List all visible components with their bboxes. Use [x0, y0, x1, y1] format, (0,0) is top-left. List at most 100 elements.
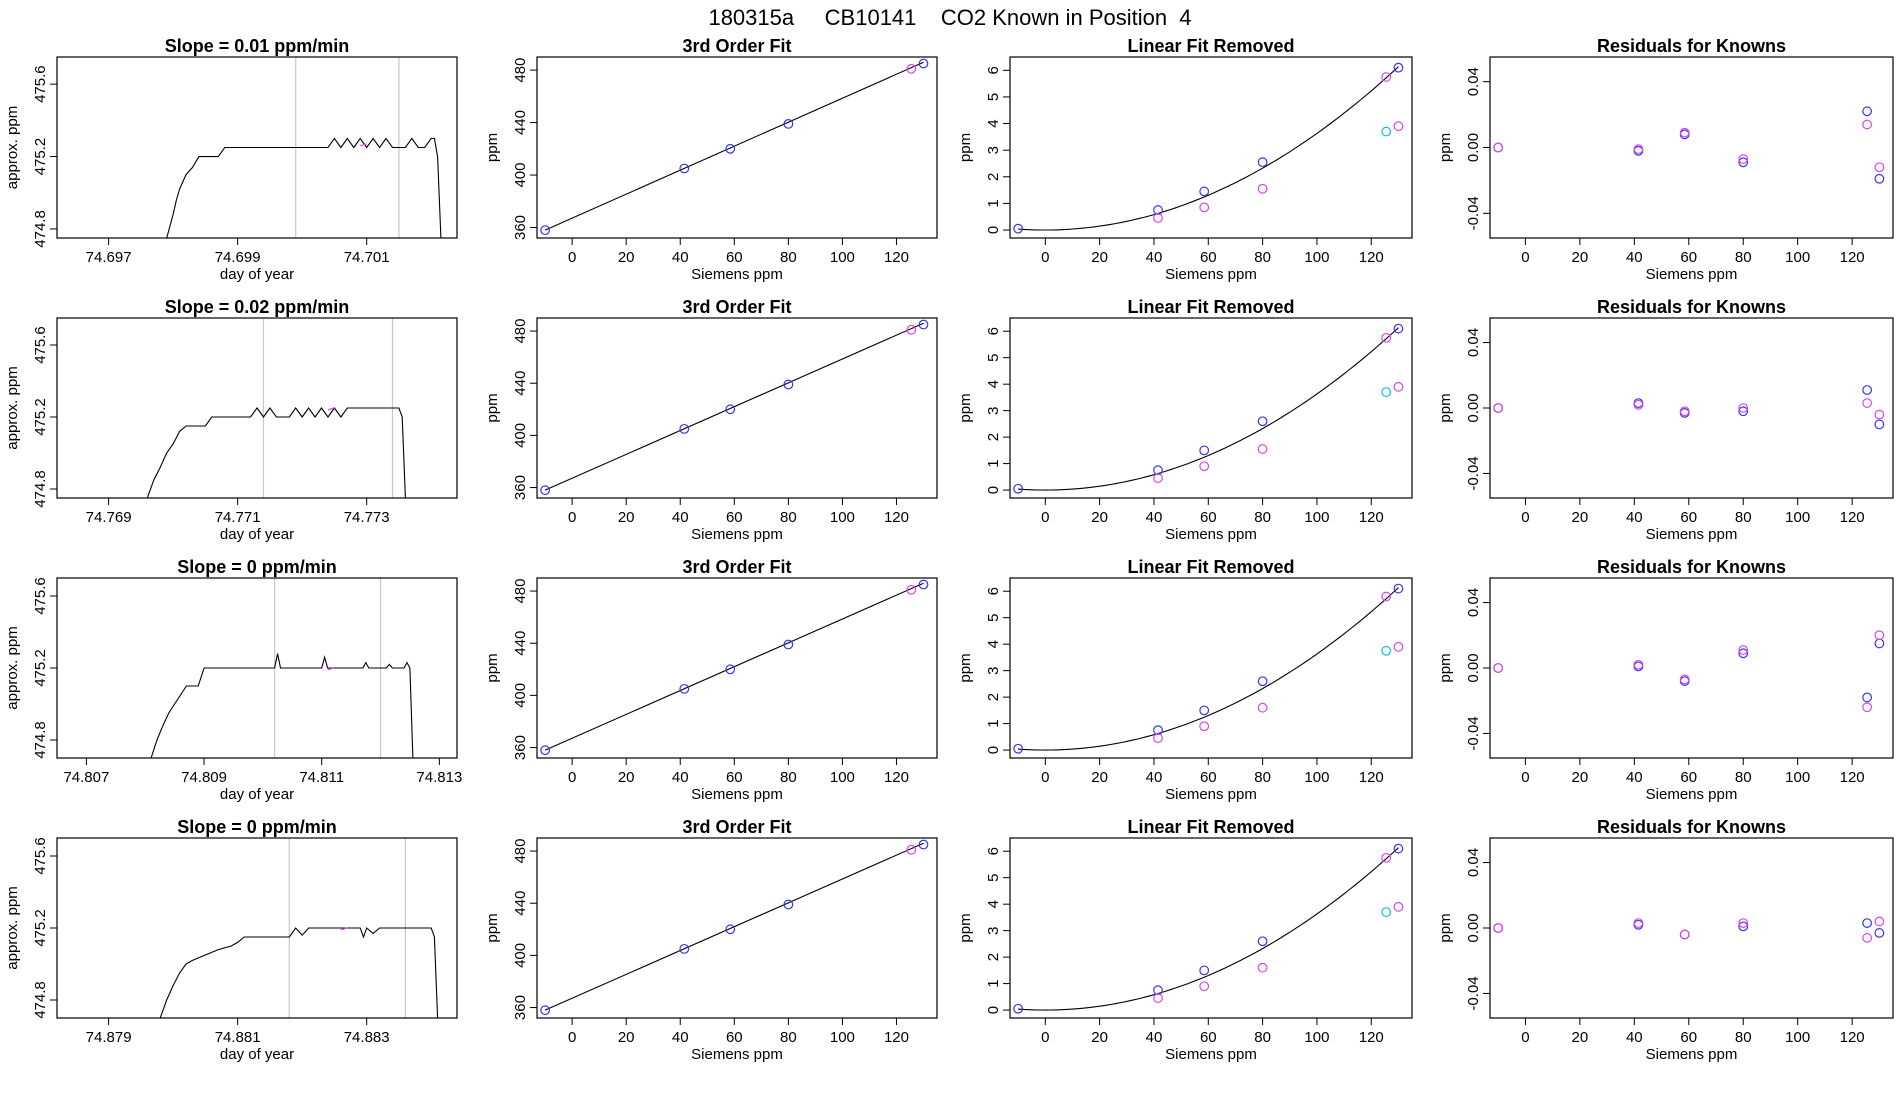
x-tick-label: 100	[1785, 249, 1810, 266]
x-tick-label: 74.813	[416, 769, 462, 786]
y-tick-label: 6	[985, 587, 1002, 595]
data-point-blue	[783, 118, 794, 129]
y-tick-label: 440	[512, 631, 529, 656]
plot-frame	[1489, 56, 1894, 239]
x-tick-label: 40	[1146, 249, 1163, 266]
data-point-blue	[679, 943, 690, 954]
x-tick-label: 20	[1572, 1029, 1589, 1046]
panel-title: Residuals for Knowns	[1597, 36, 1786, 56]
data-point-blue	[783, 379, 794, 390]
data-point-blue	[1738, 157, 1749, 168]
x-tick-label: 120	[884, 1029, 909, 1046]
panel-title: 3rd Order Fit	[682, 297, 791, 317]
panel-title: Slope = 0.02 ppm/min	[165, 297, 350, 317]
fit-curve	[1018, 66, 1399, 231]
x-tick-label: 120	[1359, 1029, 1384, 1046]
x-tick-label: 20	[1091, 509, 1108, 526]
x-tick-label: 80	[780, 509, 797, 526]
data-point-cyan	[1381, 126, 1392, 137]
y-tick-label: 6	[985, 66, 1002, 74]
data-point-blue	[1153, 985, 1163, 996]
x-tick-label: 74.697	[86, 249, 132, 266]
x-tick-label: 120	[1840, 509, 1865, 526]
y-tick-label: 360	[512, 215, 529, 240]
data-point-magenta	[1679, 674, 1690, 685]
data-point-magenta	[1862, 702, 1873, 713]
y-tick-label: 4	[985, 640, 1002, 648]
y-axis-label: ppm	[957, 653, 974, 682]
panel-r4-c4: Residuals for Knowns 0 20 40 60 80 100 120 -0.04…	[1437, 817, 1894, 1063]
x-tick-label: 74.879	[86, 1029, 132, 1046]
data-point-magenta	[1393, 121, 1404, 132]
data-point-magenta	[1493, 663, 1504, 673]
panel-r3-c4: Residuals for Knowns 0 20 40 60 80 100 120 -0.04…	[1437, 557, 1894, 803]
y-tick-label: 0.00	[1465, 133, 1482, 162]
y-tick-label: 475.2	[32, 398, 49, 436]
y-tick-label: 1	[985, 979, 1002, 987]
x-tick-label: 40	[672, 1029, 689, 1046]
x-tick-label: 0	[1521, 1029, 1529, 1046]
plot-area	[540, 319, 929, 496]
x-tick-label: 74.809	[181, 769, 227, 786]
plot-frame	[1009, 317, 1413, 499]
panel-title: Residuals for Knowns	[1597, 297, 1786, 317]
highlight-segment	[360, 143, 367, 147]
x-tick-label: 0	[1521, 509, 1529, 526]
x-tick-label: 40	[1146, 769, 1163, 786]
x-tick-label: 0	[1521, 249, 1529, 266]
data-point-blue	[918, 319, 929, 330]
fit-curve	[1018, 847, 1399, 1011]
y-tick-label: 475.2	[32, 649, 49, 687]
x-tick-label: 40	[1146, 509, 1163, 526]
data-point-magenta	[1381, 332, 1392, 343]
x-tick-label: 20	[618, 1029, 635, 1046]
data-point-magenta	[1874, 162, 1885, 173]
x-tick-label: 100	[1785, 1029, 1810, 1046]
y-tick-label: 2	[985, 433, 1002, 441]
data-point-blue	[1153, 205, 1163, 215]
data-point-magenta	[1199, 981, 1210, 992]
x-tick-label: 120	[884, 509, 909, 526]
data-point-blue	[783, 639, 794, 650]
y-tick-label: 2	[985, 693, 1002, 701]
fit-curve	[1018, 587, 1399, 751]
data-point-blue	[1874, 638, 1885, 649]
panel-r4-c3: Linear Fit Removed 0 20 40 60 80 100 120 0 1 2 3 4 5 6…	[957, 817, 1413, 1063]
data-point-magenta	[1862, 398, 1873, 408]
data-point-blue	[783, 899, 794, 910]
plot-frame	[1489, 317, 1894, 499]
y-tick-label: 475.6	[32, 326, 49, 364]
x-tick-label: 120	[1840, 249, 1865, 266]
y-axis-label: approx. ppm	[4, 886, 21, 969]
data-point-blue	[1738, 921, 1749, 932]
y-tick-label: 480	[512, 319, 529, 344]
y-tick-label: 0.04	[1465, 328, 1482, 357]
data-point-magenta	[1874, 916, 1885, 927]
x-tick-label: 80	[780, 769, 797, 786]
data-point-blue	[1862, 385, 1873, 395]
fit-curve	[1018, 327, 1399, 491]
x-axis-label: day of year	[220, 1046, 294, 1063]
data-point-magenta	[1738, 403, 1749, 413]
ppm-trace-line	[102, 407, 406, 498]
data-point-blue	[1393, 323, 1404, 334]
x-tick-label: 60	[1200, 509, 1217, 526]
plot-area	[166, 137, 442, 238]
x-axis-label: Siemens ppm	[1646, 786, 1738, 803]
x-tick-label: 100	[1304, 249, 1329, 266]
y-tick-label: 5	[985, 874, 1002, 882]
data-point-magenta	[906, 324, 917, 335]
plot-frame	[536, 317, 938, 499]
x-tick-label: 100	[1785, 509, 1810, 526]
plot-frame	[536, 837, 938, 1019]
data-point-blue	[1738, 648, 1749, 659]
data-point-magenta	[906, 63, 917, 74]
panel-r1-c2: 3rd Order Fit 0 20 40 60 80 100 120 360 400 440 480…	[484, 36, 938, 283]
x-tick-label: 20	[1572, 509, 1589, 526]
plot-area	[1013, 62, 1404, 234]
y-tick-label: 3	[985, 926, 1002, 934]
x-tick-label: 80	[1735, 249, 1752, 266]
x-tick-label: 20	[618, 249, 635, 266]
data-point-blue	[1013, 483, 1024, 494]
